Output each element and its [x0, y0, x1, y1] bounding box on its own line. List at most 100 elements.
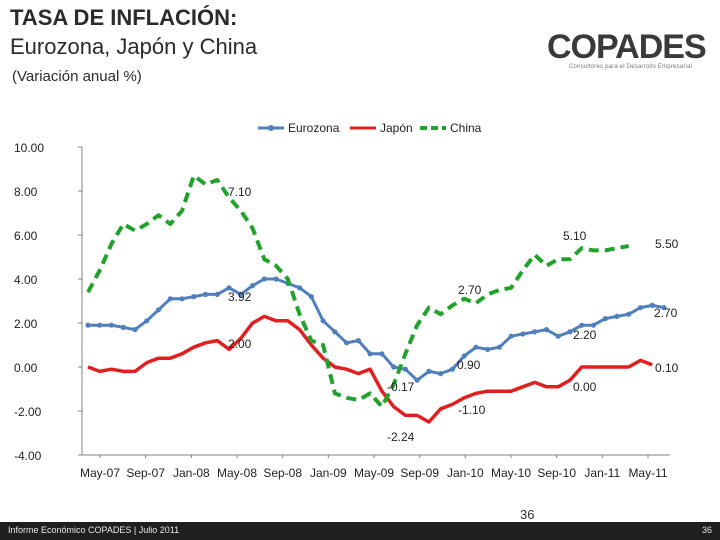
y-tick-label: -2.00 [14, 405, 42, 419]
legend-label: Japón [380, 121, 413, 135]
footer-text: Informe Económico COPADES | Julio 2011 [8, 525, 180, 535]
data-point-eurozona [414, 377, 420, 383]
data-label: 2.70 [654, 306, 678, 320]
data-point-eurozona [238, 291, 244, 297]
data-point-eurozona [520, 331, 526, 337]
data-point-eurozona [355, 338, 361, 344]
data-point-eurozona [155, 307, 162, 313]
x-tick-label: May-09 [354, 466, 394, 480]
data-label: 2.70 [458, 283, 482, 297]
copades-logo: COPADES Consultores para el Desarrollo E… [547, 30, 707, 70]
y-tick-label: 4.00 [14, 273, 38, 287]
data-point-eurozona [496, 344, 503, 350]
x-tick-label: Jan-09 [310, 466, 347, 480]
x-tick-label: Jan-08 [173, 466, 210, 480]
data-point-eurozona [202, 291, 209, 297]
data-point-eurozona [296, 285, 303, 291]
data-label: 2.20 [573, 328, 597, 342]
x-tick-label: May-08 [217, 466, 257, 480]
data-label: 7.10 [228, 185, 252, 199]
data-point-eurozona [449, 366, 456, 372]
x-tick-label: Sep-10 [537, 466, 576, 480]
x-tick-label: May-11 [628, 466, 667, 480]
page-number: 36 [520, 507, 535, 522]
legend-label: China [450, 121, 482, 135]
data-label: 3.92 [228, 290, 252, 304]
series-line-japon [87, 314, 653, 424]
data-label: 0.00 [573, 380, 597, 394]
y-tick-label: 0.00 [14, 361, 38, 375]
data-point-eurozona [344, 340, 350, 346]
x-tick-label: Jan-10 [447, 466, 484, 480]
y-tick-label: -4.00 [14, 449, 42, 463]
data-point-eurozona [97, 322, 103, 328]
x-tick-label: May-07 [80, 466, 120, 480]
y-tick-label: 6.00 [14, 229, 38, 243]
data-label: 0.10 [655, 361, 679, 375]
data-label: 0.90 [457, 358, 481, 372]
data-point-eurozona [132, 327, 138, 333]
data-point-eurozona [402, 366, 408, 372]
data-label: 2.00 [228, 337, 252, 351]
data-point-eurozona [590, 322, 597, 328]
data-point-eurozona [637, 305, 644, 311]
y-tick-label: 2.00 [14, 317, 38, 331]
data-point-eurozona [473, 344, 479, 350]
data-point-eurozona [532, 329, 538, 335]
legend-marker [268, 125, 274, 131]
data-point-eurozona [332, 329, 338, 335]
data-label: -2.24 [387, 430, 415, 444]
data-point-eurozona [273, 276, 279, 282]
data-point-eurozona [320, 318, 326, 324]
y-tick-label: 10.00 [14, 141, 44, 155]
data-label: -0.17 [387, 380, 415, 394]
x-tick-label: Sep-09 [400, 466, 439, 480]
data-point-eurozona [120, 324, 126, 330]
data-point-eurozona [555, 333, 561, 339]
data-point-eurozona [167, 296, 173, 302]
data-point-eurozona [626, 311, 632, 317]
series-line-china [86, 173, 630, 409]
data-point-eurozona [249, 283, 256, 289]
data-point-eurozona [567, 329, 573, 335]
data-point-eurozona [379, 351, 385, 357]
data-point-eurozona [179, 296, 185, 302]
data-point-eurozona [191, 294, 197, 300]
data-point-eurozona [144, 318, 150, 324]
data-point-eurozona [85, 322, 91, 328]
x-tick-label: Sep-07 [126, 466, 165, 480]
data-label: -1.10 [458, 403, 486, 417]
logo-text: COPADES [547, 28, 707, 66]
data-point-eurozona [391, 364, 397, 370]
data-point-eurozona [614, 313, 620, 319]
data-point-eurozona [602, 316, 608, 322]
data-label: 5.10 [563, 229, 587, 243]
x-tick-label: Sep-08 [263, 466, 302, 480]
unit-label: (Variación anual %) [12, 68, 142, 85]
data-point-eurozona [649, 302, 655, 308]
data-point-eurozona [508, 333, 514, 339]
page-subtitle: Eurozona, Japón y China [10, 34, 258, 59]
data-point-eurozona [543, 327, 550, 333]
x-tick-label: May-10 [491, 466, 531, 480]
data-point-eurozona [438, 371, 444, 377]
footer-bar [0, 522, 720, 540]
data-point-eurozona [579, 322, 585, 328]
data-point-eurozona [485, 346, 491, 352]
page-title: TASA DE INFLACIÓN: [10, 5, 238, 30]
data-point-eurozona [308, 294, 314, 300]
data-point-eurozona [461, 353, 467, 359]
data-point-eurozona [661, 305, 667, 311]
data-point-eurozona [214, 291, 220, 297]
data-point-eurozona [108, 322, 115, 328]
footer-page-number: 36 [701, 525, 712, 535]
data-point-eurozona [367, 351, 373, 357]
data-point-eurozona [261, 276, 267, 282]
data-point-eurozona [226, 285, 232, 291]
legend-label: Eurozona [288, 121, 340, 135]
y-tick-label: 8.00 [14, 185, 38, 199]
x-tick-label: Jan-11 [584, 466, 620, 480]
data-label: 5.50 [655, 237, 679, 251]
data-point-eurozona [426, 368, 432, 374]
